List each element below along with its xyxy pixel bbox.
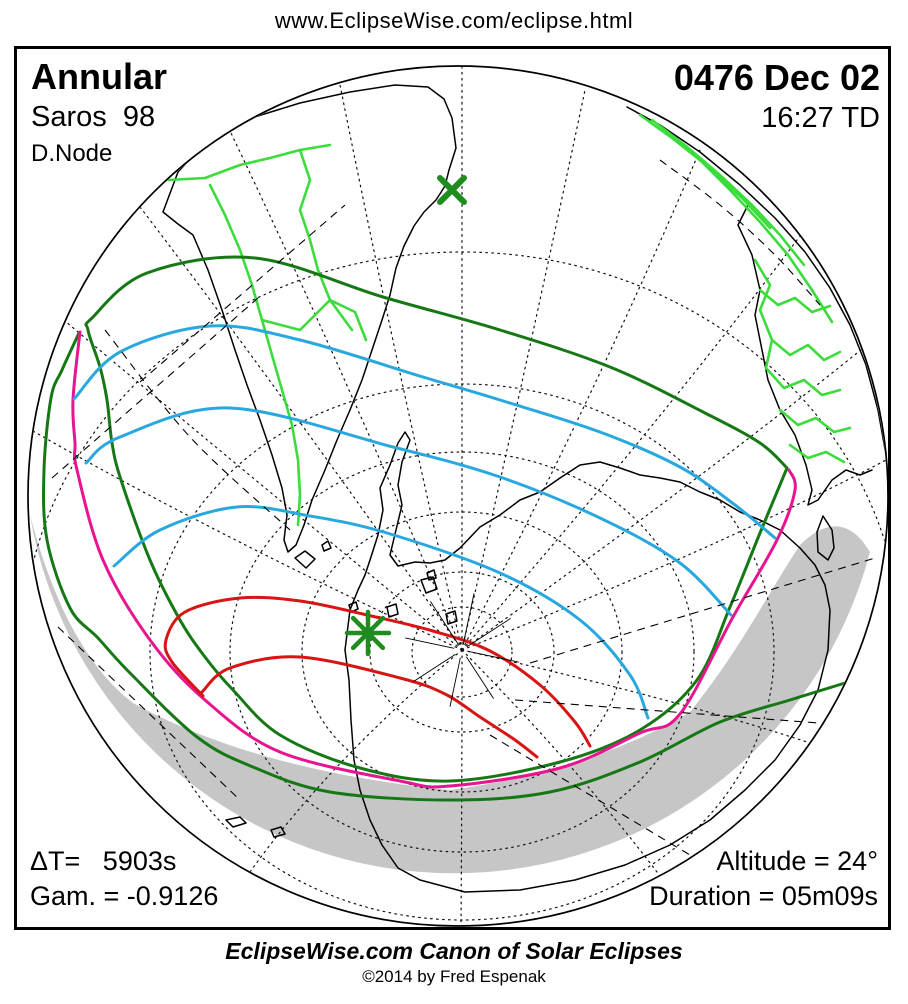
- meridian-8: [139, 206, 463, 651]
- africa-border-5: [770, 338, 842, 362]
- penumbral-limit-loop: [84, 255, 789, 783]
- latitude-circle-5: [29, 251, 887, 925]
- latitude-circle-3: [229, 451, 695, 853]
- meridian-6: [461, 459, 887, 651]
- dashed-line-6: [104, 329, 291, 531]
- duration-label: Duration = 05m09s: [649, 881, 878, 911]
- africa-border-9: [758, 288, 832, 314]
- sa-border-central: [260, 298, 368, 342]
- dashed-line-1: [51, 297, 259, 479]
- africa-border-8: [788, 443, 846, 464]
- eclipse-type-label: Annular: [31, 56, 168, 97]
- begin-end-contour-3: [112, 505, 650, 720]
- page-url-text: www.EclipseWise.com/eclipse.html: [274, 8, 634, 33]
- footer-copyright: ©2014 by Fred Espenak: [362, 967, 546, 986]
- africa-border-7: [778, 408, 852, 434]
- pole-ray: [449, 657, 461, 707]
- gamma-label: Gam. = -0.9126: [30, 881, 219, 911]
- saros-label: Saros 98: [31, 101, 156, 133]
- pole-ray: [405, 637, 455, 649]
- dashed-line-5: [489, 734, 691, 856]
- pole-ray: [469, 651, 519, 663]
- annular-limit-north: [163, 595, 592, 748]
- africa-border-limb-2: [650, 118, 806, 267]
- pole-ray-burst: [405, 593, 519, 707]
- meridian-3: [461, 149, 701, 651]
- footer-title: EclipseWise.com Canon of Solar Eclipses: [225, 938, 683, 964]
- meridian-0: [339, 84, 463, 651]
- max-eclipse-rise-set-curve: [71, 330, 797, 789]
- madagascar: [816, 515, 835, 561]
- africa-border-limb-3: [698, 158, 834, 324]
- time-label: 16:27 TD: [761, 102, 880, 134]
- penumbral-limit-outer: [42, 331, 847, 802]
- africa-border-4: [753, 258, 774, 370]
- africa-border-6: [764, 366, 842, 397]
- tierra-del-fuego-islands: [294, 540, 332, 569]
- date-label: 0476 Dec 02: [673, 57, 880, 98]
- sa-border-west: [208, 183, 302, 527]
- pole-ray: [468, 618, 511, 647]
- africa-west-coast: [626, 106, 887, 456]
- meridian-13: [461, 649, 661, 877]
- sub-solar-point-marker: [437, 175, 467, 205]
- pole-ray: [430, 601, 459, 644]
- latitude-circle-2: [301, 511, 623, 793]
- dashed-line-0: [139, 204, 346, 383]
- night-islands: [225, 816, 286, 838]
- annular-limit-south: [200, 655, 539, 759]
- node-label: D.Node: [31, 140, 113, 167]
- meridian-5: [461, 348, 863, 651]
- antarctica-inner-features: [386, 576, 458, 625]
- meridian-10: [32, 430, 463, 651]
- meridian-11: [249, 649, 463, 873]
- begin-end-contour-2: [84, 406, 733, 617]
- altitude-label: Altitude = 24°: [716, 846, 878, 876]
- dashed-line-3: [529, 557, 876, 664]
- sa-border-north: [166, 143, 332, 182]
- pole-ray: [413, 653, 456, 682]
- pole-ray: [465, 656, 494, 699]
- antarctica-coast: [344, 431, 831, 893]
- pole-ray: [463, 593, 475, 643]
- delta-t-label: ΔT= 5903s: [30, 846, 177, 876]
- reference-dashed-lines: [34, 159, 876, 856]
- begin-end-contour-1: [72, 324, 777, 540]
- south-america-coast: [162, 84, 457, 553]
- graticule: [29, 67, 887, 925]
- africa-inner-coast: [737, 204, 873, 506]
- greatest-eclipse-marker: [344, 609, 392, 657]
- meridian-7: [229, 130, 463, 651]
- night-shade: [30, 515, 870, 874]
- dashed-line-7: [659, 159, 821, 306]
